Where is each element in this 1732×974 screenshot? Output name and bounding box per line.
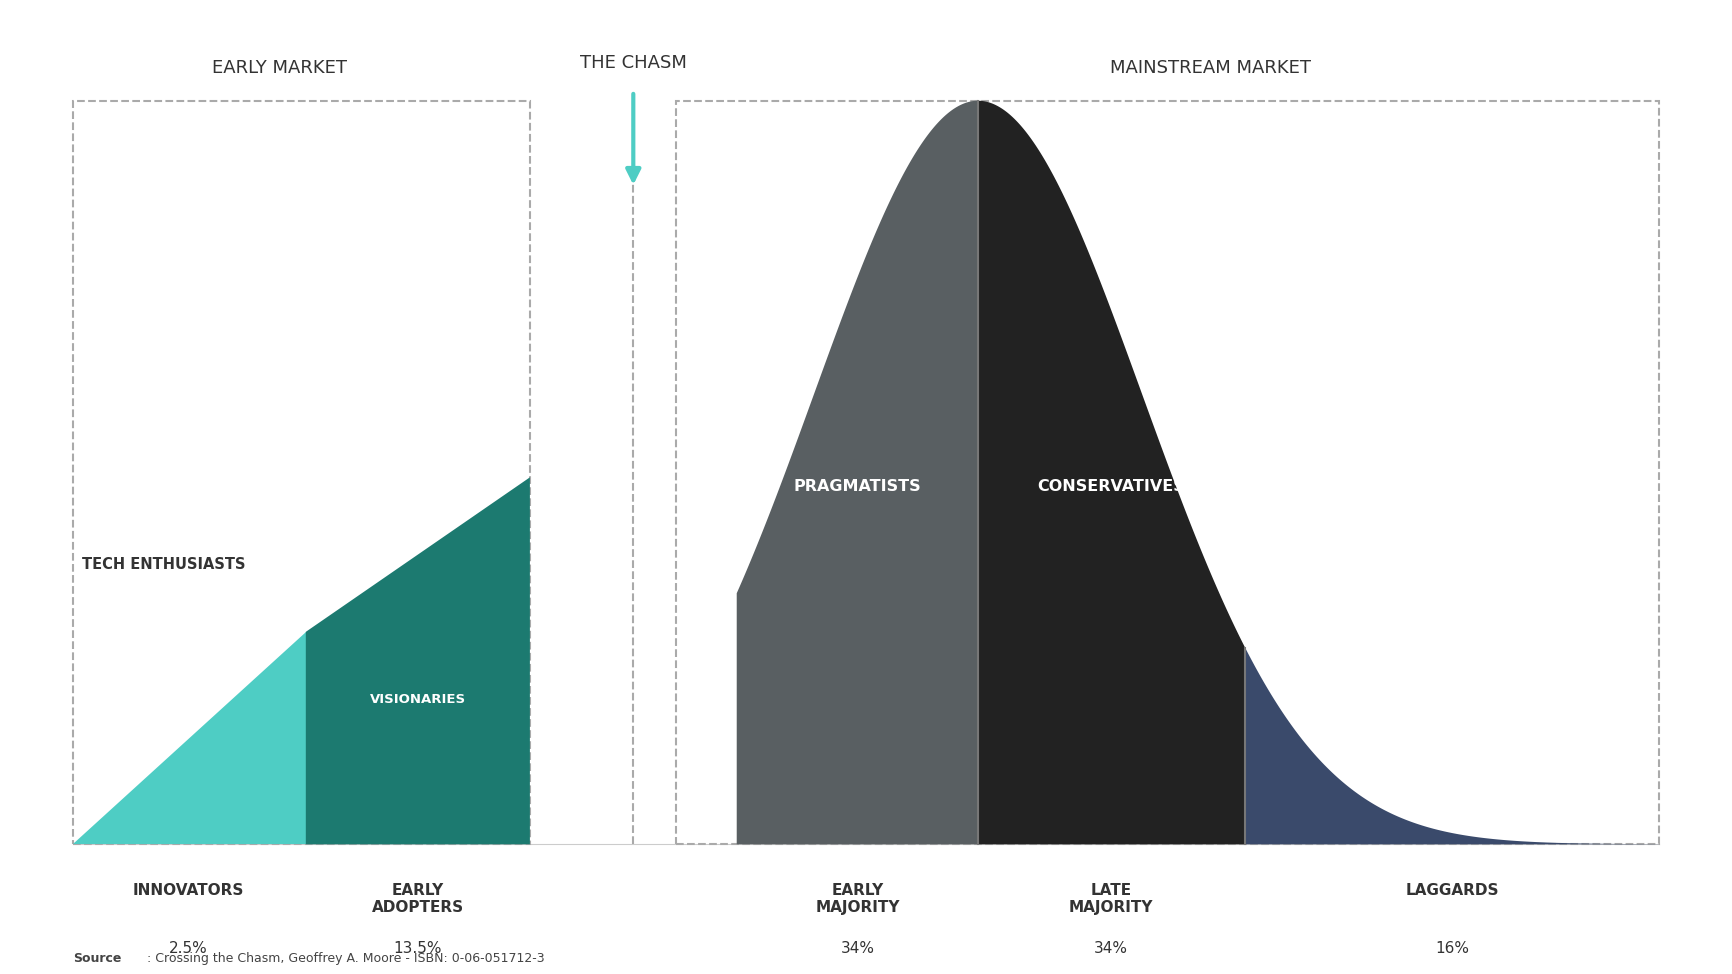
Polygon shape — [307, 477, 530, 844]
Polygon shape — [73, 632, 307, 844]
Text: LAGGARDS: LAGGARDS — [1405, 882, 1498, 898]
Text: VISIONARIES: VISIONARIES — [371, 693, 466, 706]
Bar — [677, 100, 1659, 844]
Polygon shape — [1245, 648, 1659, 844]
Text: Source: Source — [73, 952, 121, 965]
Text: 13.5%: 13.5% — [393, 941, 442, 955]
Text: 2.5%: 2.5% — [170, 941, 208, 955]
Text: LATE
MAJORITY: LATE MAJORITY — [1069, 882, 1154, 916]
Polygon shape — [736, 100, 979, 844]
Text: EARLY MARKET: EARLY MARKET — [213, 58, 348, 77]
Text: EARLY
MAJORITY: EARLY MAJORITY — [816, 882, 899, 916]
Bar — [73, 100, 530, 844]
Text: CONSERVATIVES: CONSERVATIVES — [1037, 479, 1185, 495]
Polygon shape — [979, 100, 1245, 844]
Text: SKEPTICS: SKEPTICS — [1412, 644, 1491, 658]
Text: TECH ENTHUSIASTS: TECH ENTHUSIASTS — [81, 557, 246, 572]
Text: : Crossing the Chasm, Geoffrey A. Moore - ISBN: 0-06-051712-3: : Crossing the Chasm, Geoffrey A. Moore … — [147, 952, 546, 965]
Text: 16%: 16% — [1436, 941, 1469, 955]
Text: PRAGMATISTS: PRAGMATISTS — [793, 479, 921, 495]
Text: 34%: 34% — [840, 941, 875, 955]
Text: THE CHASM: THE CHASM — [580, 54, 688, 72]
Text: INNOVATORS: INNOVATORS — [133, 882, 244, 898]
Text: 34%: 34% — [1095, 941, 1128, 955]
Text: EARLY
ADOPTERS: EARLY ADOPTERS — [372, 882, 464, 916]
Text: MAINSTREAM MARKET: MAINSTREAM MARKET — [1110, 58, 1311, 77]
